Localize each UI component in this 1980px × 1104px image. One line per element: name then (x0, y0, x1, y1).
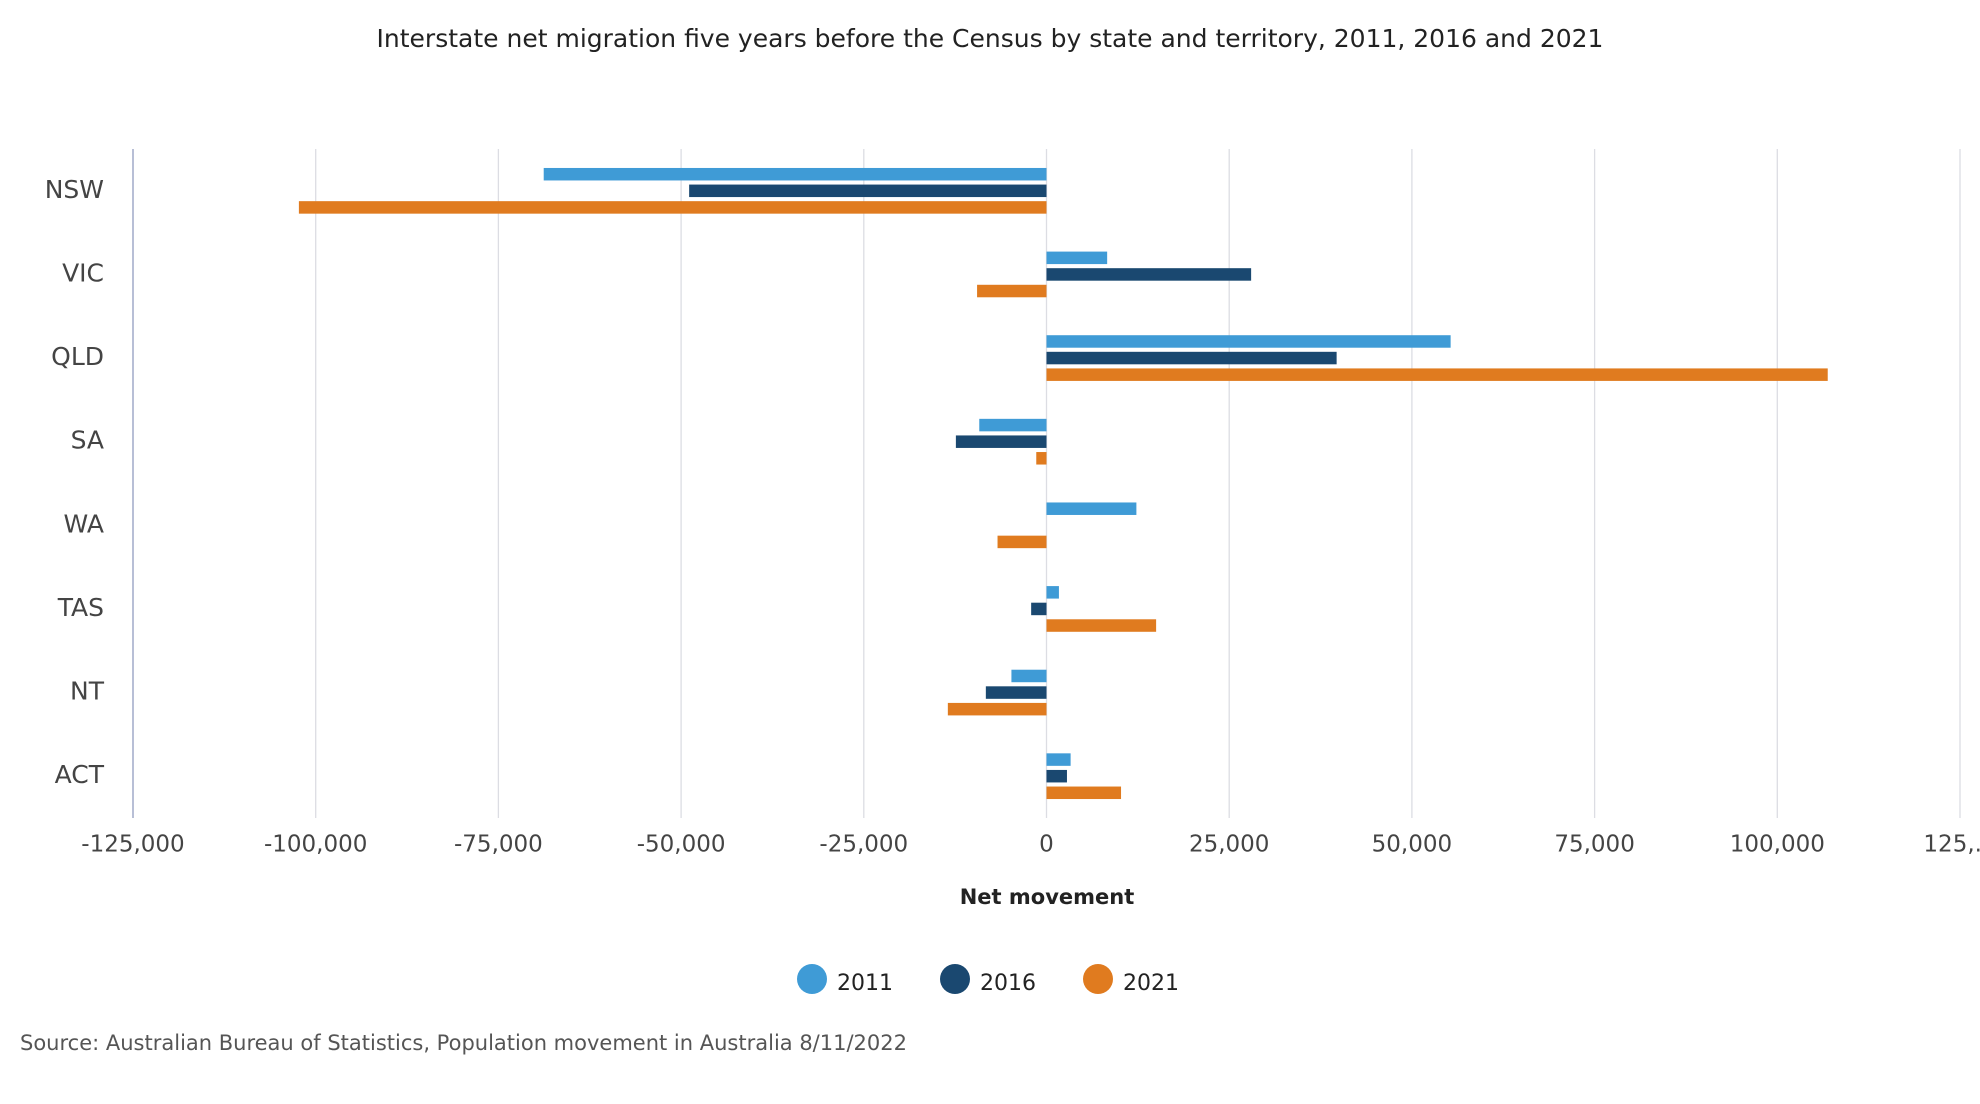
bar (1011, 669, 1047, 683)
x-tick-label: 25,000 (1189, 832, 1269, 858)
bar (1046, 786, 1122, 800)
x-tick-label: 125,... (1923, 832, 1980, 858)
bar (977, 284, 1047, 298)
x-tick-label: -50,000 (637, 832, 726, 858)
legend-label: 2016 (980, 971, 1036, 996)
bar (1031, 602, 1047, 616)
y-tick-label: VIC (62, 258, 104, 287)
bar (979, 418, 1047, 432)
x-tick-label: -25,000 (819, 832, 908, 858)
bar (689, 184, 1047, 198)
y-tick-label: SA (71, 426, 104, 455)
x-tick-label: 50,000 (1372, 832, 1452, 858)
bar (543, 167, 1047, 181)
x-axis-label: Net movement (960, 885, 1135, 909)
bar (1046, 769, 1067, 783)
x-tick-label: 75,000 (1554, 832, 1634, 858)
bar (298, 201, 1047, 214)
legend-swatch (797, 964, 827, 994)
y-tick-label: NSW (45, 175, 104, 204)
x-tick-label: -125,000 (81, 832, 184, 858)
bar (1036, 452, 1047, 465)
bar (947, 702, 1047, 716)
bar (1046, 502, 1137, 515)
bar (955, 435, 1047, 448)
y-tick-label: ACT (55, 760, 105, 789)
bar (985, 686, 1047, 699)
x-tick-label: 100,000 (1730, 832, 1825, 858)
bar (1046, 351, 1337, 365)
bar (1046, 335, 1451, 348)
chart-title: Interstate net migration five years befo… (377, 24, 1604, 53)
y-tick-label: WA (64, 509, 104, 538)
legend-label: 2021 (1123, 971, 1179, 996)
bar (1046, 268, 1252, 281)
legend-swatch (940, 964, 970, 994)
bar (997, 535, 1047, 549)
x-tick-label: -100,000 (264, 832, 367, 858)
legend-label: 2011 (837, 971, 893, 996)
x-tick-label: 0 (1039, 832, 1054, 858)
bar (1046, 753, 1071, 766)
x-tick-label: -75,000 (454, 832, 543, 858)
bar (1046, 368, 1828, 381)
y-tick-label: QLD (51, 342, 104, 371)
bar (1046, 586, 1059, 599)
y-tick-label: TAS (57, 593, 104, 622)
legend-swatch (1083, 964, 1113, 994)
source-note: Source: Australian Bureau of Statistics,… (20, 1031, 907, 1055)
y-tick-label: NT (70, 677, 105, 706)
bar (1046, 619, 1157, 632)
bar (1046, 251, 1108, 265)
